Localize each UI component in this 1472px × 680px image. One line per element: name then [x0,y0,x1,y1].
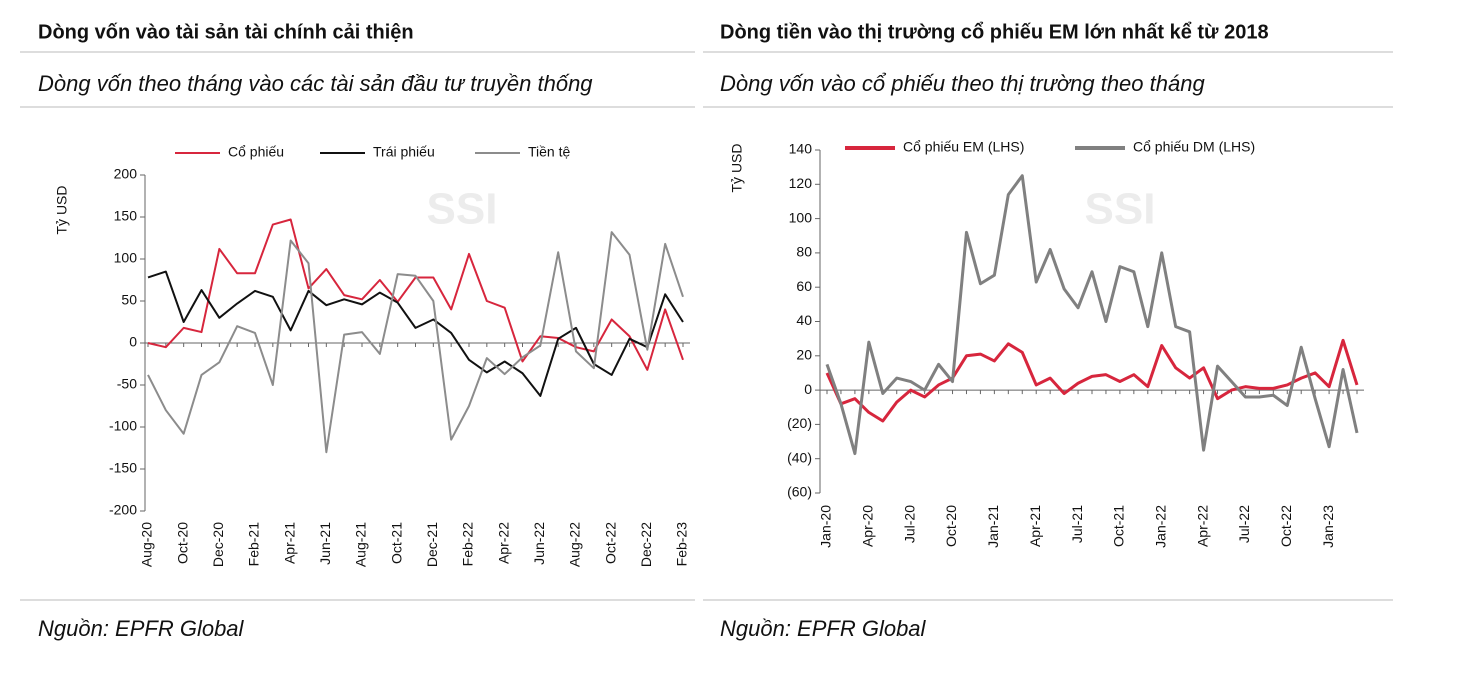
panel-subtitle: Dòng vốn theo tháng vào các tài sản đầu … [38,71,593,96]
x-tick-label: Aug-20 [139,522,155,567]
legend-label: Tiền tệ [528,144,570,160]
y-axis-label: Tỷ USD [54,186,70,235]
x-tick-label: Aug-22 [567,522,583,567]
x-tick-label: Jun-21 [317,522,333,565]
series-line [147,231,684,454]
panel-title: Dòng vốn vào tài sản tài chính cải thiện [38,21,414,43]
x-tick-label: Jul-22 [1236,505,1252,543]
x-tick-label: Apr-22 [495,522,511,564]
x-tick-label: Oct-20 [943,505,959,547]
y-tick-label: 60 [796,278,812,294]
y-tick-label: 150 [114,208,138,224]
x-tick-label: Jun-22 [531,522,547,565]
series-line [825,338,1359,423]
x-tick-label: Oct-20 [174,522,190,564]
x-tick-label: Feb-23 [674,522,690,567]
y-tick-label: 80 [796,244,812,260]
x-tick-label: Aug-21 [353,522,369,567]
x-tick-label: Apr-21 [1027,505,1043,547]
x-tick-label: Dec-20 [210,522,226,567]
watermark: SSI [1085,185,1156,234]
y-tick-label: 40 [796,312,812,328]
x-tick-label: Oct-22 [602,522,618,564]
x-tick-label: Jul-21 [1069,505,1085,543]
legend-label: Cổ phiếu [228,144,284,160]
legend-label: Trái phiếu [373,144,435,160]
y-tick-label: 50 [121,292,137,308]
y-tick-label: (60) [787,484,812,500]
x-tick-label: Apr-22 [1194,505,1210,547]
x-tick-label: Oct-21 [388,522,404,564]
panel-title: Dòng tiền vào thị trường cổ phiếu EM lớn… [720,21,1269,43]
x-tick-label: Jul-20 [901,505,917,543]
x-tick-label: Oct-22 [1278,505,1294,547]
source: Nguồn: EPFR Global [720,616,927,641]
y-tick-label: -100 [109,418,137,434]
y-axis-label: Tỷ USD [729,144,745,193]
y-tick-label: 100 [114,250,138,266]
x-tick-label: Jan-20 [818,505,834,548]
series-line [825,174,1359,456]
y-tick-label: (20) [787,415,812,431]
y-tick-label: 140 [789,141,813,157]
x-tick-label: Feb-22 [460,522,476,567]
source: Nguồn: EPFR Global [38,616,245,641]
y-tick-label: 120 [789,175,813,191]
x-tick-label: Oct-21 [1111,505,1127,547]
y-tick-label: (40) [787,449,812,465]
y-tick-label: 0 [804,381,812,397]
x-tick-label: Dec-21 [424,522,440,567]
x-tick-label: Jan-23 [1320,505,1336,548]
legend-label: Cổ phiếu DM (LHS) [1133,139,1255,155]
y-tick-label: 20 [796,347,812,363]
panel-subtitle: Dòng vốn vào cổ phiếu theo thị trường th… [720,71,1205,96]
x-tick-label: Jan-22 [1152,505,1168,548]
y-tick-label: 200 [114,166,138,182]
y-tick-label: -200 [109,502,137,518]
y-tick-label: 0 [129,334,137,350]
x-tick-label: Jan-21 [985,505,1001,548]
y-tick-label: 100 [789,209,813,225]
y-tick-label: -150 [109,460,137,476]
x-tick-label: Dec-22 [638,522,654,567]
y-tick-label: -50 [117,376,137,392]
watermark: SSI [427,185,498,234]
x-tick-label: Apr-20 [860,505,876,547]
legend-label: Cổ phiếu EM (LHS) [903,139,1024,155]
x-tick-label: Apr-21 [281,522,297,564]
x-tick-label: Feb-21 [246,522,262,567]
